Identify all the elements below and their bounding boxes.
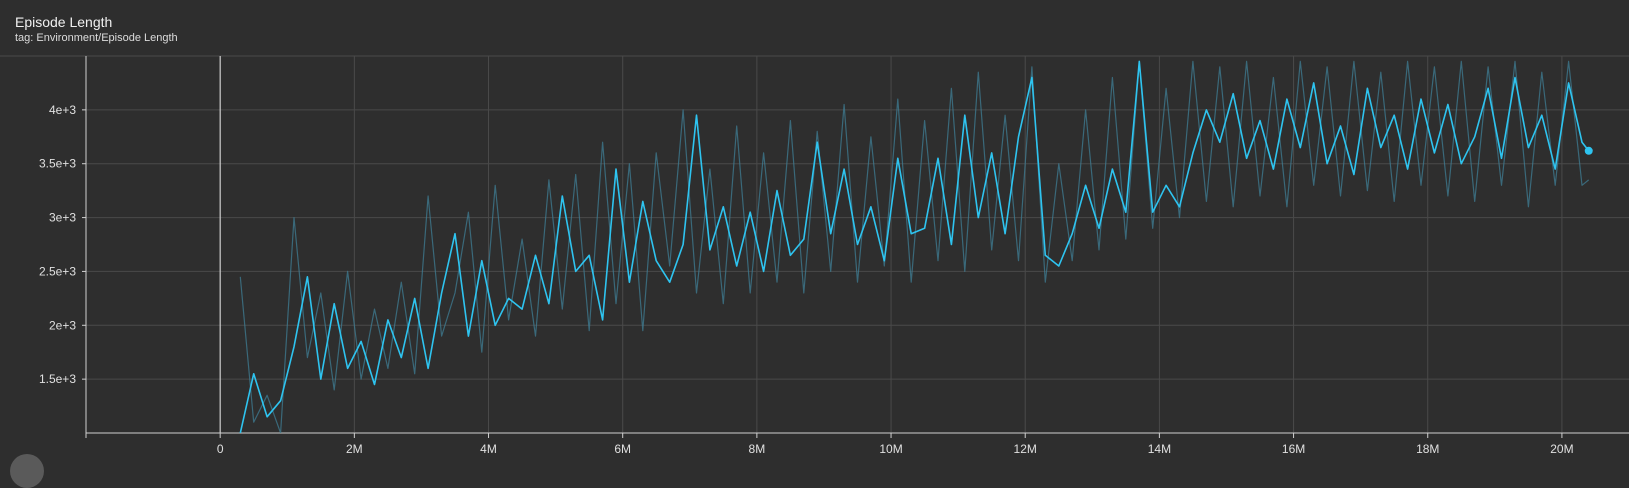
x-tick-label: 8M	[749, 442, 766, 456]
x-tick-label: 0	[217, 442, 224, 456]
x-tick-label: 18M	[1416, 442, 1439, 456]
episode-length-chart[interactable]: 1.5e+3 2e+3 2.5e+3 3e+3 3.5e+3 4e+3 0 2M 4M 6M 8M 1…	[0, 0, 1629, 462]
x-tick-label: 20M	[1550, 442, 1573, 456]
fab-button[interactable]	[10, 454, 44, 488]
x-tick-label: 6M	[614, 442, 631, 456]
raw-series-line	[239, 60, 1590, 433]
x-tick-label: 10M	[879, 442, 902, 456]
x-tick-label: 4M	[480, 442, 497, 456]
x-tick-label: 12M	[1014, 442, 1037, 456]
y-tick-label: 3e+3	[49, 211, 76, 225]
series-endpoint-marker	[1584, 146, 1593, 155]
y-tick-label: 1.5e+3	[39, 372, 76, 386]
y-tick-label: 3.5e+3	[39, 157, 76, 171]
smoothed-series-line	[239, 60, 1590, 433]
chart-title: Episode Length	[15, 14, 113, 30]
chart-tag: tag: Environment/Episode Length	[15, 32, 178, 44]
y-tick-label: 4e+3	[49, 103, 76, 117]
y-tick-label: 2e+3	[49, 318, 76, 332]
y-tick-label: 2.5e+3	[39, 264, 76, 278]
x-tick-label: 14M	[1148, 442, 1171, 456]
x-tick-label: 2M	[346, 442, 363, 456]
x-tick-label: 16M	[1282, 442, 1305, 456]
